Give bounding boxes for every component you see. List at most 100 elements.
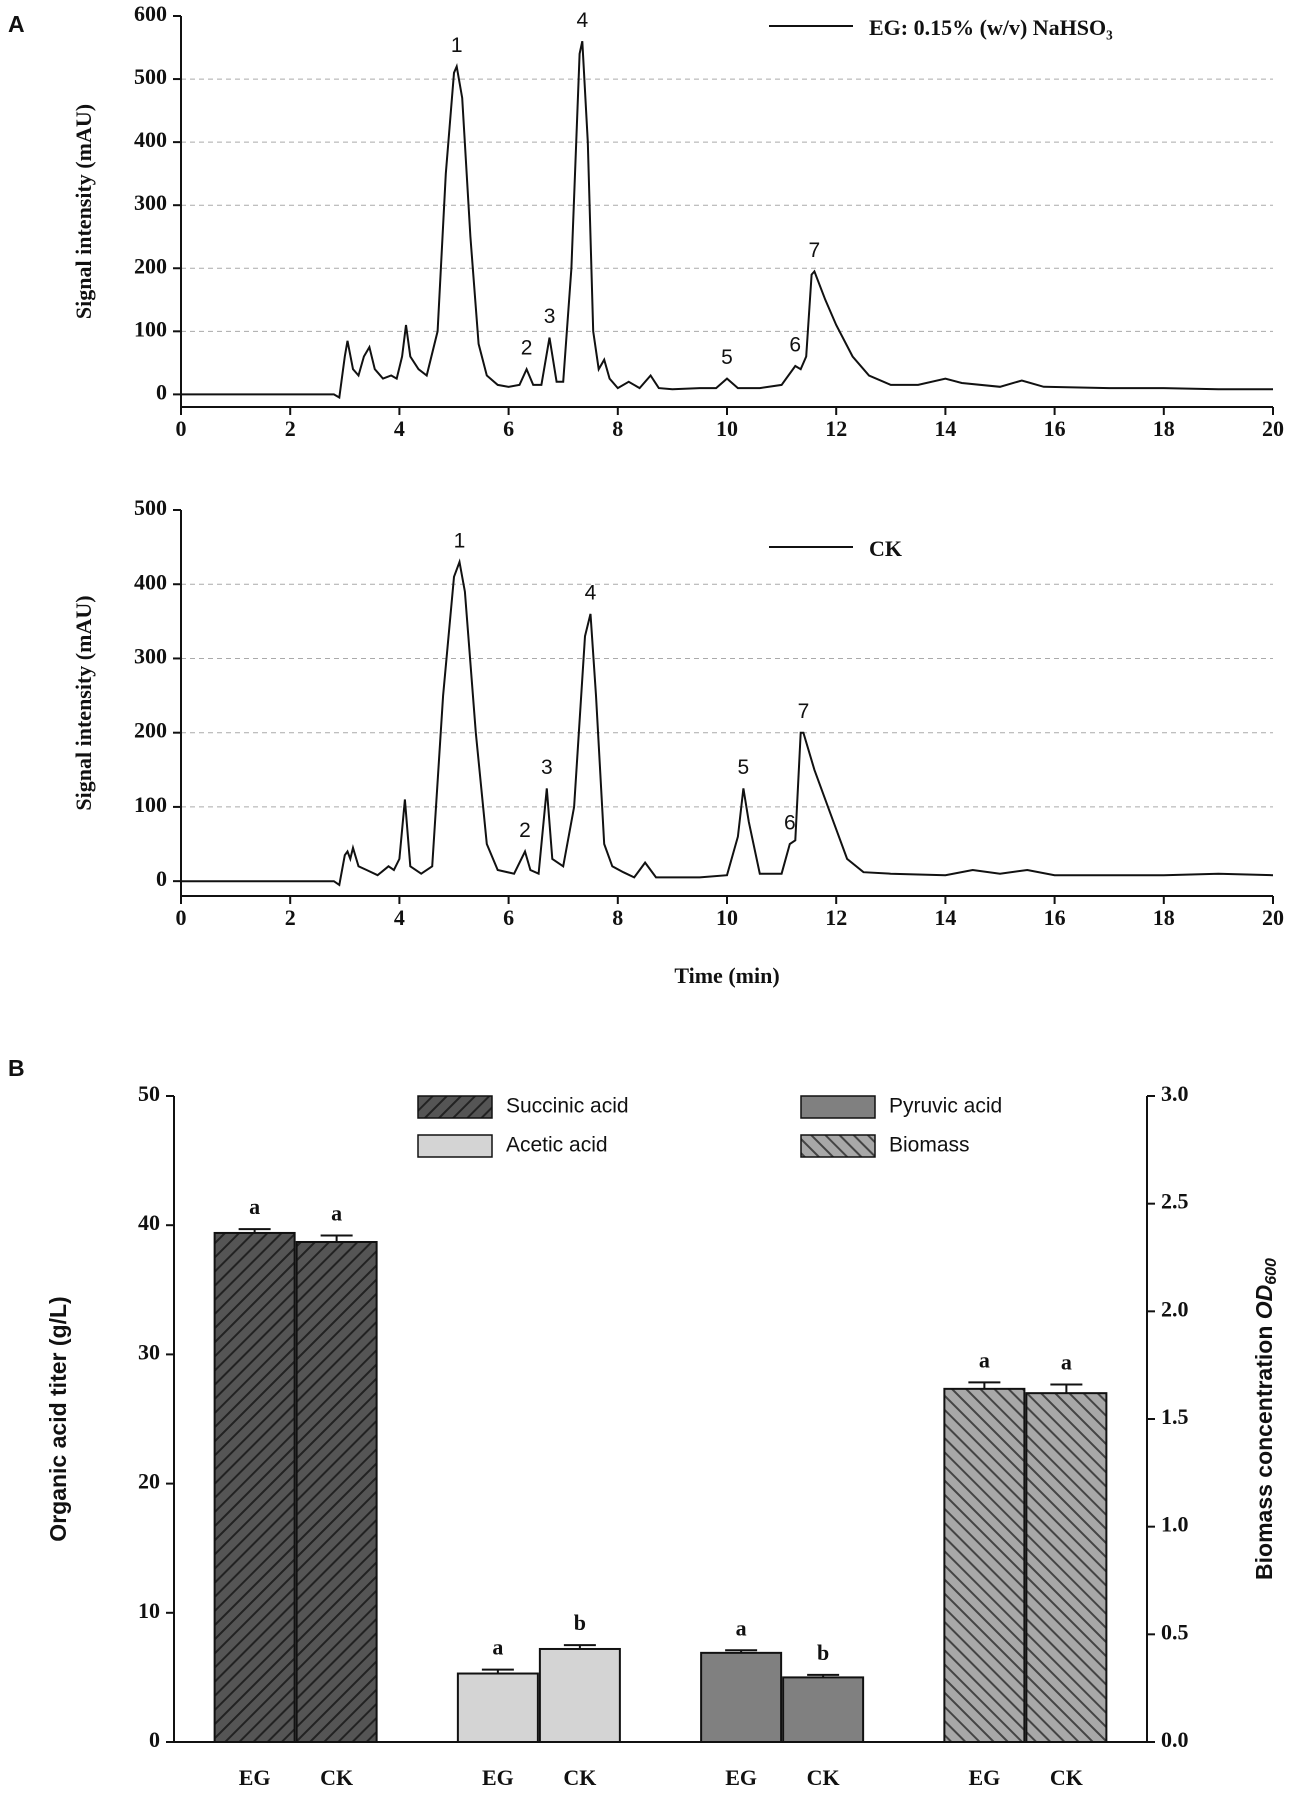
bar: [295, 1240, 378, 1743]
x-tick-label: 6: [503, 905, 514, 930]
x-tick-label: 20: [1262, 905, 1284, 930]
significance-letter: a: [249, 1194, 260, 1219]
y-tick-label: 40: [138, 1210, 160, 1235]
y-tick-label: 400: [134, 127, 167, 152]
x-tick-label: 8: [612, 416, 623, 441]
significance-letter: a: [1061, 1350, 1072, 1375]
y2-tick-label: 1.5: [1161, 1404, 1189, 1429]
error-bar: [1050, 1383, 1083, 1394]
y2-tick-label: 2.0: [1161, 1296, 1189, 1321]
panel-label: A: [8, 11, 25, 37]
error-bar: [725, 1649, 758, 1653]
peak-label: 5: [738, 756, 750, 779]
legend-swatch: [800, 1095, 876, 1119]
y-axis-label: Signal intensity (mAU): [71, 595, 96, 810]
peak-label: 6: [784, 812, 796, 835]
peak-label: 5: [721, 346, 733, 369]
peak-label: 7: [798, 700, 810, 723]
y2-label-text: Biomass concentration: [1251, 1319, 1277, 1580]
legend-label: EG: 0.15% (w/v) NaHSO₃: [869, 15, 1113, 40]
y-tick-label: 20: [138, 1469, 160, 1494]
x-tick-label: CK: [807, 1765, 840, 1790]
x-tick-label: 10: [716, 416, 738, 441]
error-bar: [968, 1381, 1001, 1389]
x-tick-label: 4: [394, 416, 405, 441]
bar: [1025, 1392, 1108, 1744]
x-tick-label: CK: [1050, 1765, 1083, 1790]
x-tick-label: 14: [934, 905, 956, 930]
significance-letter: a: [492, 1635, 503, 1660]
bar: [700, 1651, 783, 1744]
peak-label: 4: [585, 581, 597, 604]
error-bar: [807, 1673, 840, 1678]
x-tick-label: EG: [968, 1765, 1000, 1790]
x-tick-label: 2: [285, 416, 296, 441]
x-tick-label: 6: [503, 416, 514, 441]
y-axis-label: Organic acid titer (g/L): [45, 1296, 71, 1541]
y2-axis-label: Biomass concentration OD600: [1251, 1258, 1280, 1580]
x-tick-label: 14: [934, 416, 956, 441]
x-tick-label: 2: [285, 905, 296, 930]
bar: [943, 1387, 1026, 1744]
y2-tick-label: 0.5: [1161, 1619, 1189, 1644]
peak-label: 2: [521, 337, 533, 360]
y-tick-label: 10: [138, 1598, 160, 1623]
peak-label: 7: [809, 239, 821, 262]
legend-swatch: [417, 1134, 493, 1158]
x-tick-label: EG: [725, 1765, 757, 1790]
legend-swatch: [800, 1134, 876, 1158]
peak-label: 3: [544, 305, 556, 328]
y2-tick-label: 1.0: [1161, 1512, 1189, 1537]
error-bar: [563, 1644, 596, 1649]
y2-tick-label: 0.0: [1161, 1727, 1189, 1752]
bar: [538, 1647, 621, 1743]
signal-line: [181, 40, 1273, 400]
y-tick-label: 200: [134, 718, 167, 743]
legend-label: Biomass: [889, 1134, 970, 1157]
panel-label: B: [8, 1055, 25, 1081]
peak-label: 2: [519, 819, 531, 842]
error-bar: [238, 1228, 271, 1233]
x-tick-label: CK: [320, 1765, 353, 1790]
error-bar: [320, 1234, 353, 1242]
y-tick-label: 500: [134, 64, 167, 89]
peak-label: 4: [576, 9, 588, 32]
x-tick-label: 4: [394, 905, 405, 930]
bar: [782, 1676, 865, 1744]
legend-swatch: [417, 1095, 493, 1119]
x-tick-label: 0: [176, 905, 187, 930]
signal-line: [181, 558, 1274, 887]
x-tick-label: 18: [1153, 905, 1175, 930]
significance-letter: a: [331, 1201, 342, 1226]
bar: [456, 1672, 539, 1744]
legend-label: Succinic acid: [506, 1095, 629, 1118]
significance-letter: b: [817, 1640, 829, 1665]
y-tick-label: 100: [134, 316, 167, 341]
peak-label: 3: [541, 756, 553, 779]
x-tick-label: 12: [825, 905, 847, 930]
y-tick-label: 0: [156, 379, 167, 404]
peak-label: 1: [451, 34, 463, 57]
y-tick-label: 500: [134, 495, 167, 520]
x-tick-label: 8: [612, 905, 623, 930]
bar: [213, 1231, 296, 1744]
x-tick-label: 16: [1044, 905, 1066, 930]
peak-label: 1: [454, 530, 466, 553]
y2-tick-label: 3.0: [1161, 1081, 1189, 1106]
y-tick-label: 0: [156, 866, 167, 891]
error-bar: [481, 1668, 514, 1674]
y-tick-label: 400: [134, 569, 167, 594]
y-tick-label: 0: [149, 1727, 160, 1752]
x-tick-label: 10: [716, 905, 738, 930]
y-tick-label: 300: [134, 644, 167, 669]
significance-letter: a: [979, 1347, 990, 1372]
x-axis-label: Time (min): [674, 963, 779, 988]
x-tick-label: 18: [1153, 416, 1175, 441]
legend-label: Pyruvic acid: [889, 1095, 1002, 1118]
x-tick-label: 12: [825, 416, 847, 441]
significance-letter: a: [736, 1615, 747, 1640]
x-tick-label: 20: [1262, 416, 1284, 441]
y-tick-label: 600: [134, 1, 167, 26]
